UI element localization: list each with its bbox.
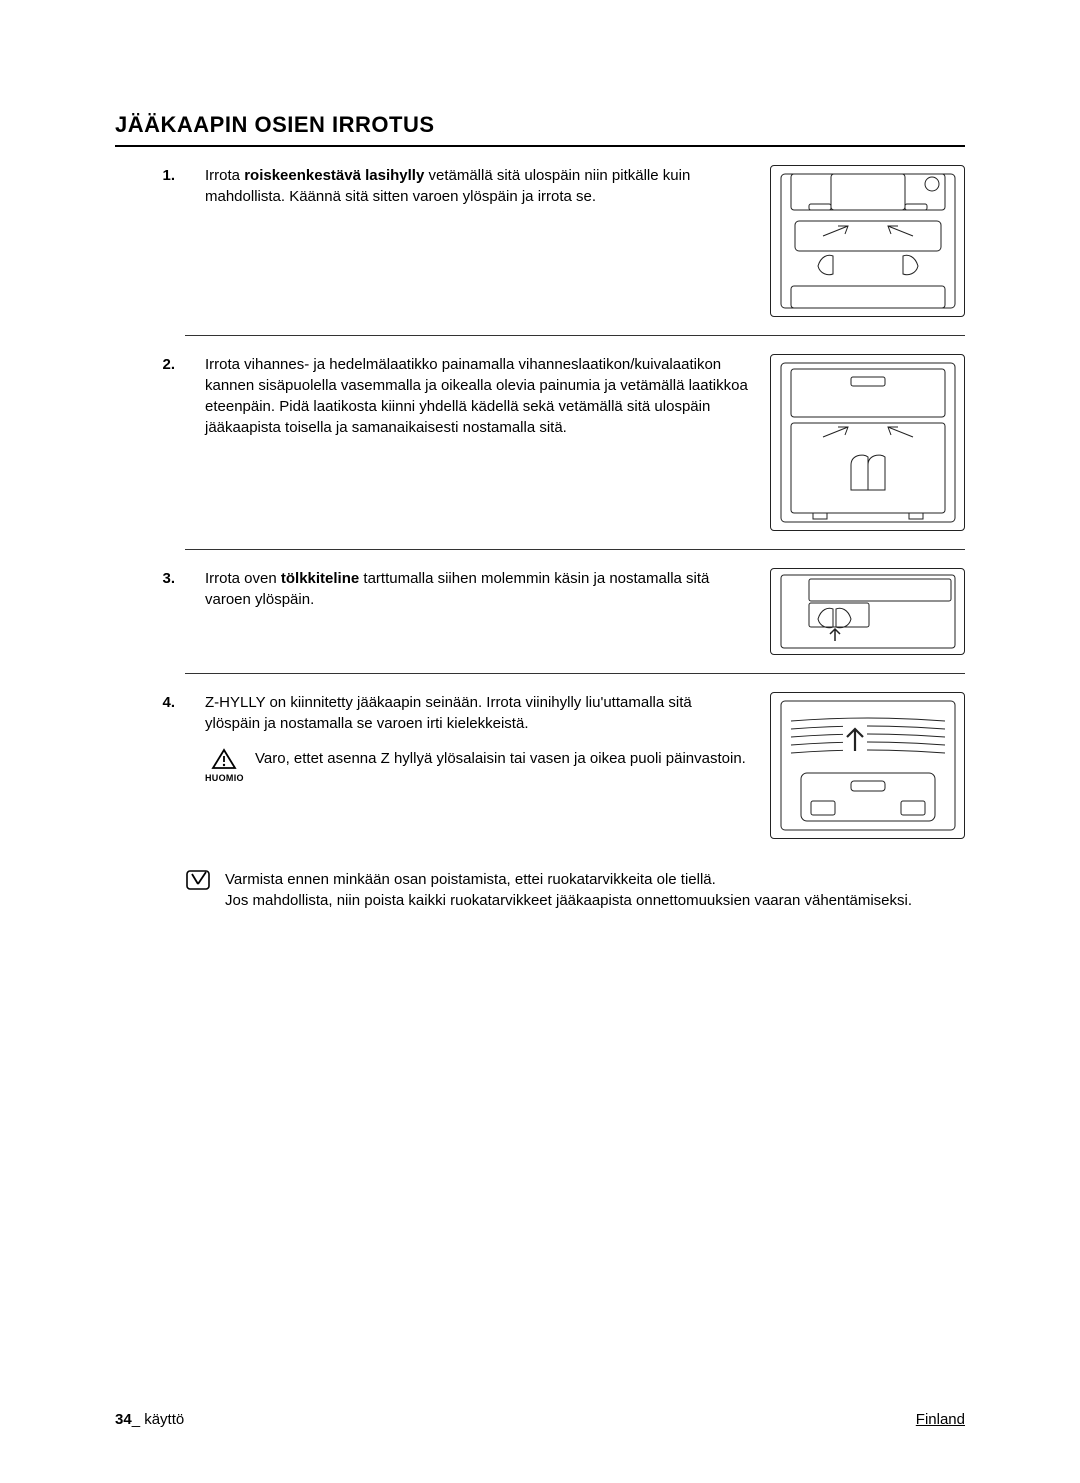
step-1: 1. Irrota roiskeenkestävä lasihylly vetä… [115,165,965,317]
step-3-illustration [770,568,965,655]
step-4: 4. Z-HYLLY on kiinnitetty jääkaapin sein… [115,692,965,839]
page-suffix: _ käyttö [132,1411,185,1428]
note-text: Varmista ennen minkään osan poistamista,… [225,869,912,911]
divider-2 [185,549,965,550]
step-4-illustration [770,692,965,839]
step-4-number: 4. [115,692,185,713]
note-row: Varmista ennen minkään osan poistamista,… [185,869,965,911]
divider-1 [185,335,965,336]
step-3-pre: Irrota oven [205,570,281,587]
step-2-illustration [770,354,965,531]
caution-label: HUOMIO [205,772,243,785]
note-icon [185,869,213,897]
step-2-text: Irrota vihannes- ja hedelmälaatikko pain… [205,354,750,438]
section-title: JÄÄKAAPIN OSIEN IRROTUS [115,110,965,147]
caution-icon: HUOMIO [205,748,243,785]
step-1-number: 1. [115,165,185,186]
caution-text: Varo, ettet asenna Z hyllyä ylösalaisin … [255,748,746,769]
step-1-illustration [770,165,965,317]
step-3-text: Irrota oven tölkkiteline tarttumalla sii… [205,568,750,610]
divider-3 [185,673,965,674]
step-1-bold: roiskeenkestävä lasihylly [244,167,424,184]
footer-country: Finland [916,1409,965,1430]
step-4-text: Z-HYLLY on kiinnitetty jääkaapin seinään… [205,692,750,734]
step-3-number: 3. [115,568,185,589]
step-1-pre: Irrota [205,167,244,184]
page-number: 34 [115,1411,132,1428]
step-3-bold: tölkkiteline [281,570,359,587]
step-3: 3. Irrota oven tölkkiteline tarttumalla … [115,568,965,655]
step-2-number: 2. [115,354,185,375]
step-2: 2. Irrota vihannes- ja hedelmälaatikko p… [115,354,965,531]
step-1-text: Irrota roiskeenkestävä lasihylly vetämäl… [205,165,750,207]
page-footer: 34_ käyttö Finland [0,1409,1080,1430]
